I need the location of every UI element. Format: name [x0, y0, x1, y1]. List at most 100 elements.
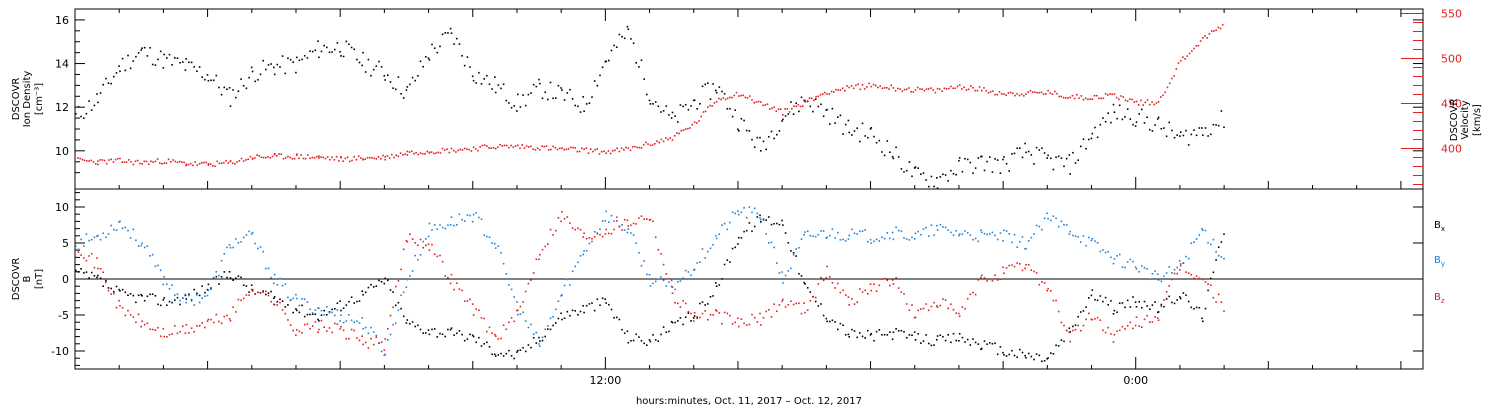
density-point [1138, 113, 1140, 115]
velocity-point [353, 155, 355, 158]
bz-point [510, 317, 513, 319]
velocity-point [364, 158, 367, 160]
velocity-point [607, 150, 610, 152]
bz-point [1096, 316, 1099, 319]
by-point [571, 270, 574, 273]
velocity-point [461, 149, 464, 151]
density-point [1121, 118, 1124, 121]
bx-point [729, 261, 731, 263]
bx-point [1085, 306, 1087, 308]
density-point [674, 115, 676, 117]
velocity-point [1000, 93, 1003, 95]
density-point [765, 148, 767, 151]
by-point [522, 311, 524, 314]
by-point [897, 229, 900, 232]
velocity-point [1113, 93, 1116, 95]
velocity-point [501, 145, 504, 147]
bx-point [296, 309, 298, 312]
density-point [831, 107, 834, 110]
bx-point [759, 214, 761, 217]
density-point [618, 33, 621, 36]
bx-point [1016, 356, 1018, 358]
by-point [1090, 239, 1093, 242]
by-point [441, 226, 444, 229]
velocity-point [273, 153, 276, 155]
density-point [989, 156, 991, 158]
velocity-point [589, 148, 592, 150]
density-point [129, 67, 132, 70]
density-point [585, 103, 588, 105]
bz-point [229, 319, 232, 322]
density-point [516, 110, 518, 112]
bz-point [204, 326, 206, 329]
density-point [1135, 121, 1138, 123]
velocity-point [486, 145, 488, 147]
bx-point [844, 334, 847, 336]
density-point [829, 123, 831, 125]
bx-point [914, 339, 917, 341]
by-point [212, 276, 215, 279]
bx-point [989, 342, 991, 344]
bx-point [204, 291, 206, 294]
velocity-point [251, 158, 254, 160]
bz-point [1099, 319, 1102, 321]
velocity-tick-label: 450 [1441, 98, 1462, 111]
velocity-point [287, 155, 289, 158]
bx-point [652, 334, 654, 336]
by-point [141, 242, 143, 245]
density-point [922, 172, 925, 174]
velocity-point [83, 159, 86, 162]
velocity-point [821, 93, 824, 95]
bx-point [712, 295, 714, 297]
bx-point [488, 346, 491, 348]
density-point [475, 82, 477, 84]
by-point [303, 298, 306, 300]
bz-point [336, 323, 339, 325]
bx-point [665, 331, 668, 333]
bz-point [864, 289, 866, 292]
bx-point [1099, 295, 1102, 297]
by-point [809, 234, 812, 237]
density-point [682, 105, 684, 108]
by-point [989, 233, 991, 235]
bz-point [966, 298, 969, 300]
bz-point [1160, 305, 1163, 308]
bx-point [1102, 300, 1104, 303]
density-point [1124, 116, 1126, 118]
velocity-point [978, 86, 981, 88]
density-point [1173, 136, 1176, 139]
bz-point [449, 282, 452, 285]
velocity-point [976, 89, 979, 92]
density-point [1069, 173, 1071, 175]
bz-point [80, 254, 82, 256]
by-point [745, 216, 748, 219]
bz-point [591, 237, 593, 240]
density-point [1072, 151, 1074, 154]
velocity-point [159, 162, 161, 164]
by-point [516, 301, 518, 303]
bz-point [974, 293, 977, 296]
bx-point [814, 300, 817, 303]
bz-point [977, 279, 980, 281]
bx-point [638, 336, 640, 338]
by-point [806, 230, 809, 233]
bz-point [596, 232, 599, 235]
bx-point [276, 300, 279, 303]
bx-point [930, 344, 933, 347]
velocity-point [963, 86, 965, 89]
bz-point [1005, 267, 1008, 269]
velocity-point [1168, 82, 1171, 85]
bx-point [314, 313, 317, 315]
bx-point [1041, 360, 1043, 363]
by-point [356, 320, 358, 323]
bz-point [1077, 324, 1079, 327]
bz-point [646, 218, 648, 220]
velocity-point [718, 97, 720, 100]
bz-point [922, 307, 925, 310]
density-point [1118, 104, 1121, 107]
velocity-point [673, 135, 676, 137]
density-point [517, 93, 519, 96]
by-point [447, 224, 449, 226]
velocity-point [375, 158, 378, 160]
bx-point [715, 282, 717, 284]
